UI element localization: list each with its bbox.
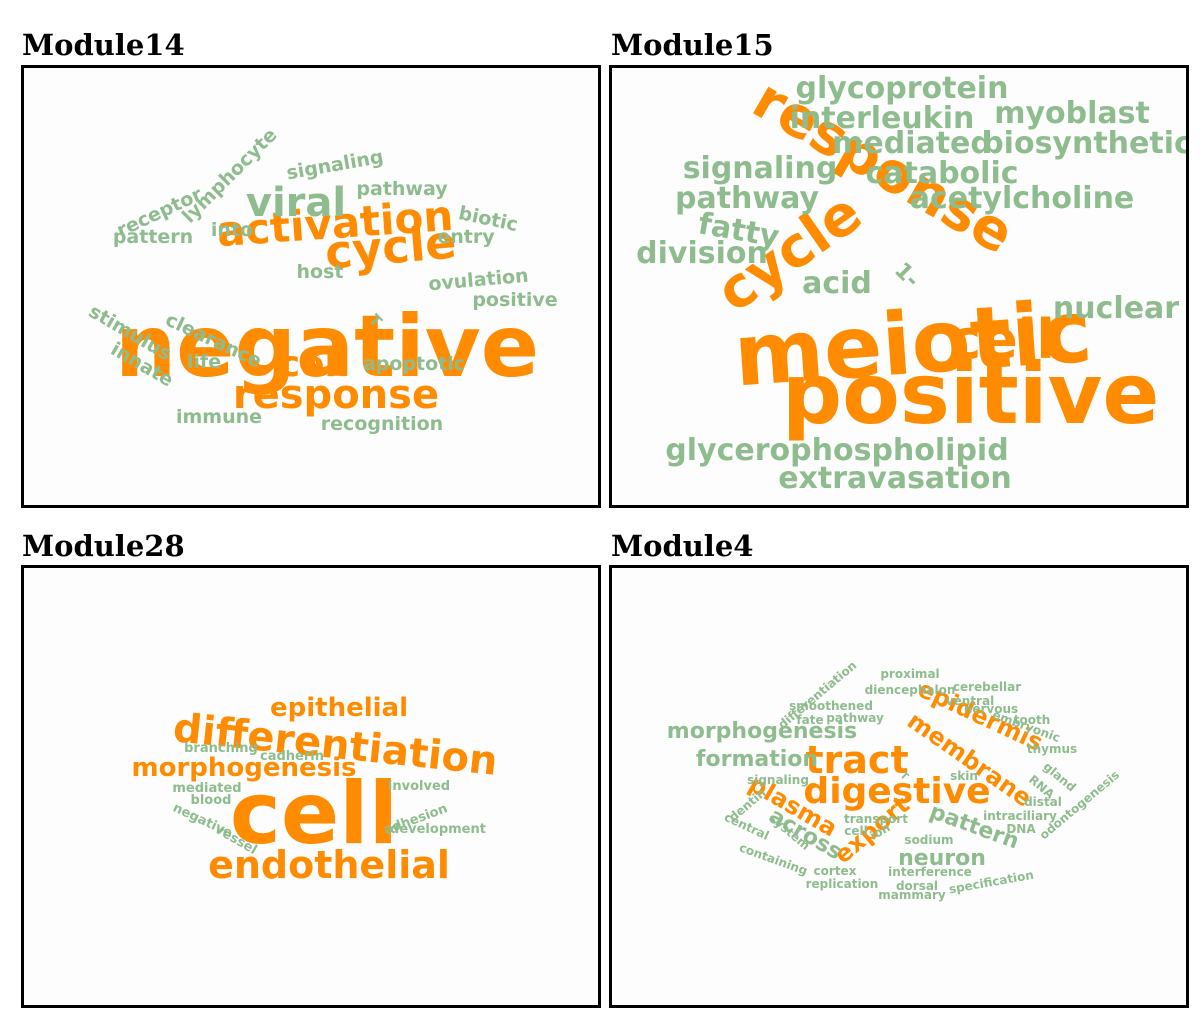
word-skin-3-26: skin bbox=[950, 769, 978, 783]
word-mammary-3-45: mammary bbox=[878, 888, 946, 902]
word-into-0-12: into bbox=[211, 219, 253, 241]
word-acetylcholine-1-13: acetylcholine bbox=[910, 181, 1135, 216]
wordcloud-panel-module14: negative activation cycle response cell viral… bbox=[21, 65, 601, 508]
word-epithelial-2-3: epithelial bbox=[270, 693, 408, 723]
word-signaling-3-24: signaling bbox=[747, 773, 809, 787]
word-replication-3-42: replication bbox=[806, 877, 879, 891]
word-nuclear-1-18: nuclear bbox=[1053, 291, 1179, 326]
panel-title-module15: Module15 bbox=[611, 31, 774, 60]
word-interference-3-41: interference bbox=[888, 865, 972, 879]
wordcloud-panel-module4: digestive tract membrane epidermis plasma exp… bbox=[609, 565, 1189, 1008]
word-life-0-21: life bbox=[187, 351, 221, 373]
word-fate-3-18: fate bbox=[796, 713, 823, 727]
word-1-1-16: 1- bbox=[889, 258, 924, 293]
word-division-1-15: division bbox=[636, 236, 768, 271]
word-pattern-0-11: pattern bbox=[113, 226, 193, 248]
word-involved-2-11: involved bbox=[388, 779, 450, 794]
word-intraciliary-3-30: intraciliary bbox=[983, 809, 1057, 823]
word-proximal-3-12: proximal bbox=[880, 667, 939, 681]
word-pathway-0-9: pathway bbox=[356, 178, 448, 200]
word-pathway-3-19: pathway bbox=[826, 711, 884, 725]
word-formation-3-7: formation bbox=[696, 747, 818, 772]
panel-title-module14: Module14 bbox=[22, 31, 185, 60]
panel-title-module4: Module4 bbox=[611, 532, 753, 561]
wordcloud-module28: celldifferentiationendothelialepithelial… bbox=[24, 568, 598, 1005]
wordcloud-module4: digestivetractmembraneepidermisplasmaexp… bbox=[612, 568, 1186, 1005]
wordcloud-panel-module28: cell differentiation endothelial epithelial… bbox=[21, 565, 601, 1008]
word-development-2-13: development bbox=[390, 822, 486, 837]
word-sodium-3-38: sodium bbox=[904, 833, 953, 847]
word-cell-0-4: cell bbox=[279, 344, 349, 385]
panel-title-module28: Module28 bbox=[22, 532, 185, 561]
word-tract-3-1: tract bbox=[805, 738, 908, 782]
wordcloud-module15: positivemeioticresponsecyclecellglycopro… bbox=[612, 68, 1186, 505]
word-host-0-14: host bbox=[297, 261, 344, 283]
word-distal-3-28: distal bbox=[1024, 795, 1062, 809]
word-acid-1-17: acid bbox=[802, 266, 872, 301]
word-recognition-0-24: recognition bbox=[321, 413, 443, 435]
word-cell-3-36: cell bbox=[844, 824, 867, 838]
word-entry-0-13: entry bbox=[437, 226, 495, 248]
word-cortex-3-40: cortex bbox=[814, 864, 857, 878]
word-tooth-3-21: tooth bbox=[1014, 713, 1051, 727]
word-branching-2-5: branching bbox=[184, 741, 258, 756]
wordcloud-panel-module15: positive meiotic response cycle cell glycopro… bbox=[609, 65, 1189, 508]
word-central-3-32: central bbox=[722, 810, 771, 843]
word-cerebellar-3-14: cerebellar bbox=[953, 680, 1021, 694]
word-cell-1-4: cell bbox=[949, 308, 1055, 371]
word-apoptotic-0-22: apoptotic bbox=[363, 353, 465, 375]
word-dna-3-34: DNA bbox=[1006, 822, 1036, 836]
wordcloud-module14: negativeactivationcycleresponsecellviral… bbox=[24, 68, 598, 505]
word-diencephalon-3-13: diencephalon bbox=[865, 683, 956, 697]
word-thymus-3-22: thymus bbox=[1027, 742, 1077, 756]
word-immune-0-23: immune bbox=[176, 406, 262, 428]
word-viral-0-5: viral bbox=[246, 180, 346, 226]
word-cadherin-2-6: cadherin bbox=[260, 749, 324, 764]
word-pathway-1-12: pathway bbox=[675, 181, 819, 216]
word-positive-0-16: positive bbox=[472, 289, 557, 311]
word-extravasation-1-20: extravasation bbox=[778, 461, 1012, 496]
word-blood-2-8: blood bbox=[191, 793, 232, 808]
